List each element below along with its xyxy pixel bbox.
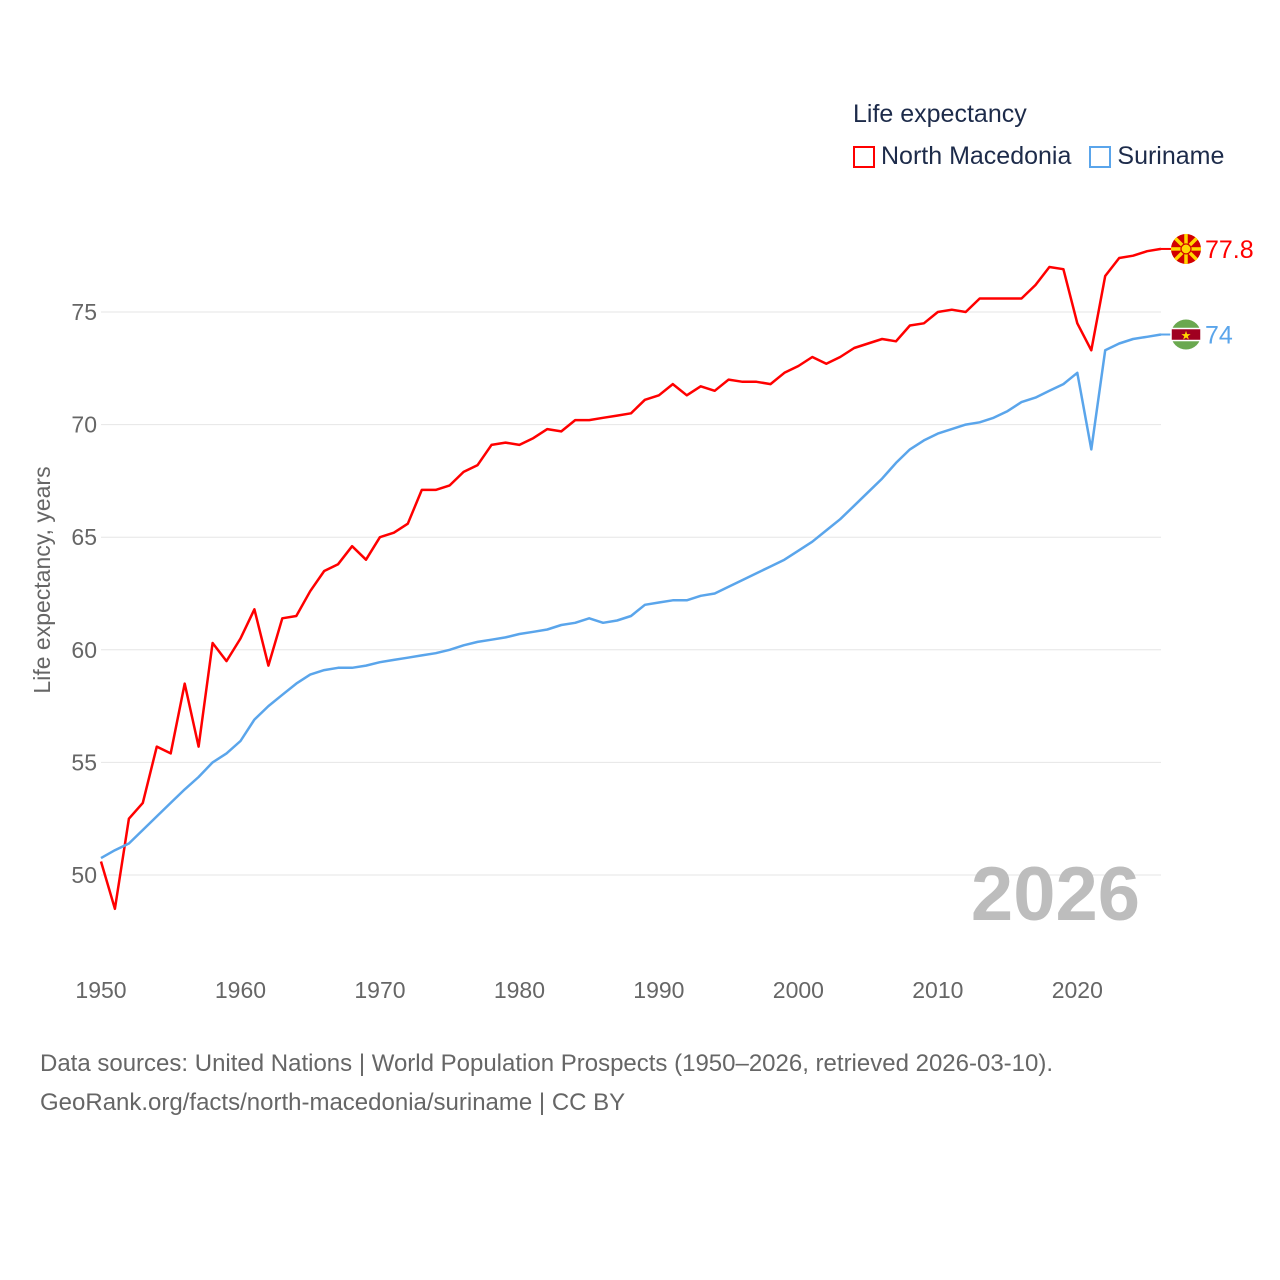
x-tick-label: 1950 [75,977,126,1003]
footer: Data sources: United Nations | World Pop… [40,1044,1053,1122]
series-line-north-macedonia [99,247,1162,911]
end-value-label: 74 [1205,322,1233,350]
x-tick-label: 2000 [773,977,824,1003]
legend-item-north-macedonia[interactable]: North Macedonia [853,142,1071,171]
flag-band [1170,327,1202,342]
y-tick-label: 75 [71,299,97,325]
legend-item-suriname[interactable]: Suriname [1089,142,1224,171]
legend: North Macedonia Suriname [853,142,1224,171]
legend-label: North Macedonia [881,142,1072,170]
x-tick-label: 2020 [1052,977,1103,1003]
legend-title: Life expectancy [853,100,1027,128]
x-tick-label: 1960 [215,977,266,1003]
source-link[interactable]: GeoRank.org/facts/north-macedonia/surina… [40,1089,626,1116]
year-watermark: 2026 [971,852,1140,937]
legend-swatch [1089,145,1112,168]
x-tick-label: 1970 [354,977,405,1003]
y-tick-label: 65 [71,524,97,550]
end-value-label: 77.8 [1205,236,1254,264]
legend-label: Suriname [1117,142,1225,170]
x-tick-label: 1990 [633,977,684,1003]
y-tick-label: 60 [71,637,97,663]
y-tick-label: 50 [71,862,97,888]
flag-sun [1180,243,1192,255]
x-tick-label: 1980 [494,977,545,1003]
y-tick-label: 55 [71,749,97,775]
x-tick-label: 2010 [912,977,963,1003]
y-axis-title: Life expectancy, years [29,466,55,693]
legend-swatch [853,145,875,168]
flag-star: ★ [1181,329,1192,343]
data-source-text: Data sources: United Nations | World Pop… [40,1050,1054,1077]
series-line-suriname [100,333,1162,860]
y-tick-label: 70 [71,412,97,438]
